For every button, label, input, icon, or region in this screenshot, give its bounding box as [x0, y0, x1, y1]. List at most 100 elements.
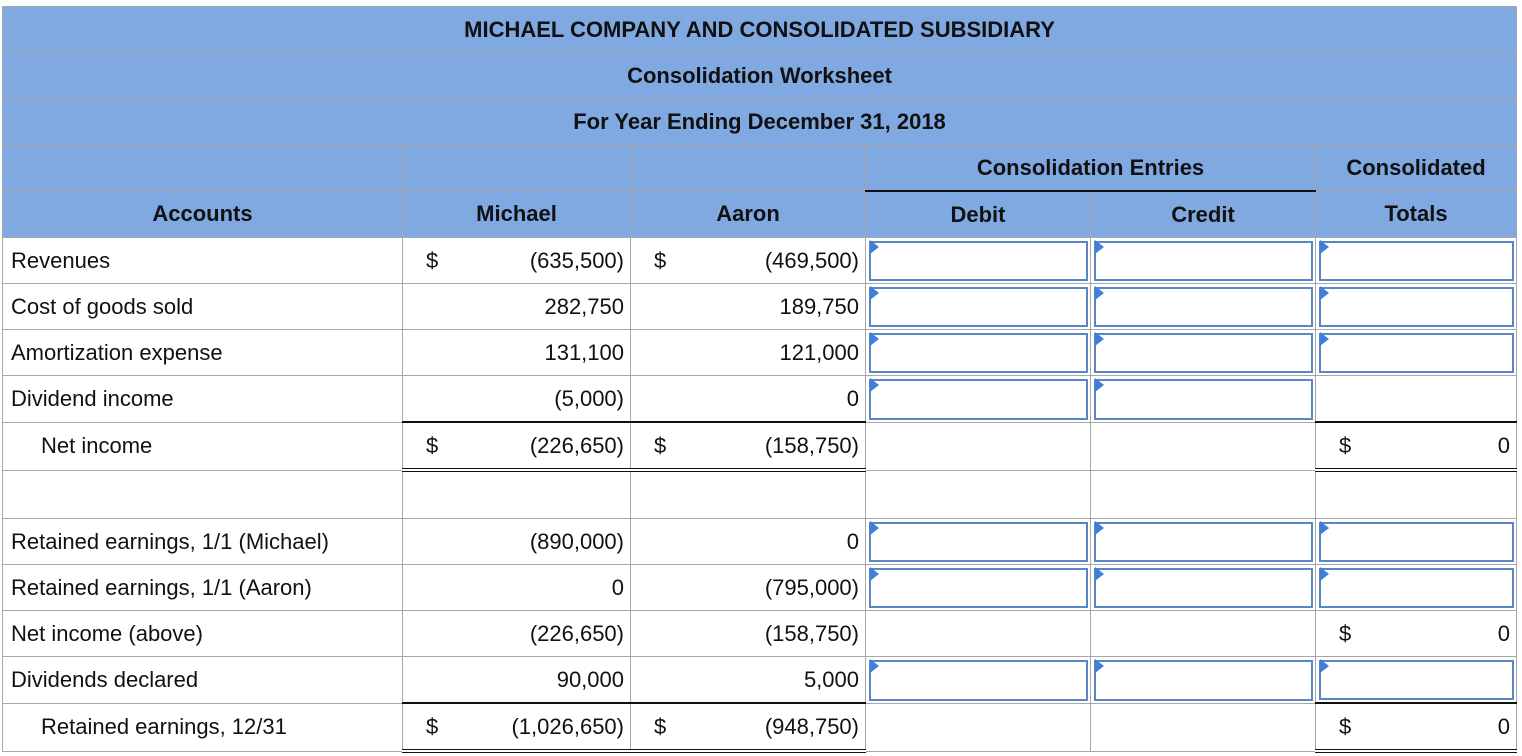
michael-value: 131,100	[402, 329, 631, 376]
dollar-sign: $	[654, 247, 667, 273]
credit-empty	[1090, 702, 1316, 752]
debit-empty	[865, 702, 1091, 752]
dropdown-marker-icon	[1320, 240, 1329, 254]
dropdown-marker-icon	[1320, 332, 1329, 346]
debit-input[interactable]	[865, 375, 1091, 423]
credit-empty	[1090, 421, 1316, 471]
dropdown-marker-icon	[870, 240, 879, 254]
michael-value: 0	[402, 564, 631, 611]
table-row: Dividends declared 90,000 5,000	[2, 656, 1518, 704]
aaron-value: (469,500)	[764, 247, 859, 273]
michael-value: (226,650)	[529, 432, 624, 458]
total-empty	[1314, 375, 1518, 423]
michael-cell: $ (635,500)	[402, 237, 631, 284]
debit-input[interactable]	[865, 656, 1091, 704]
table-row: Cost of goods sold 282,750 189,750	[2, 283, 1518, 330]
aaron-header: Aaron	[630, 190, 866, 238]
dropdown-marker-icon	[1095, 521, 1104, 535]
worksheet-title-row: Consolidation Worksheet	[1, 52, 1518, 99]
debit-header: Debit	[865, 190, 1091, 238]
row-label: Dividend income	[2, 375, 403, 423]
table-row: Retained earnings, 1/1 (Aaron) 0 (795,00…	[2, 564, 1518, 611]
dropdown-marker-icon	[1095, 286, 1104, 300]
total-input[interactable]	[1314, 564, 1518, 611]
credit-empty	[1090, 610, 1316, 657]
row-label: Revenues	[2, 237, 403, 284]
debit-empty	[865, 421, 1091, 471]
credit-input[interactable]	[1090, 329, 1316, 376]
michael-header: Michael	[402, 190, 631, 238]
consolidated-header: Consolidated	[1314, 144, 1518, 192]
total-input[interactable]	[1314, 518, 1518, 565]
dropdown-marker-icon	[1095, 240, 1104, 254]
dropdown-marker-icon	[1095, 659, 1104, 673]
row-label: Dividends declared	[2, 656, 403, 704]
aaron-value: 189,750	[630, 283, 866, 330]
credit-input[interactable]	[1090, 518, 1316, 565]
company-title: MICHAEL COMPANY AND CONSOLIDATED SUBSIDI…	[464, 16, 1055, 42]
debit-input[interactable]	[865, 237, 1091, 284]
aaron-value: 0	[630, 518, 866, 565]
total-cell: $0	[1314, 702, 1518, 753]
consolidation-worksheet: MICHAEL COMPANY AND CONSOLIDATED SUBSIDI…	[1, 6, 1518, 753]
dropdown-marker-icon	[1095, 567, 1104, 581]
dropdown-marker-icon	[870, 659, 879, 673]
row-label: Amortization expense	[2, 329, 403, 376]
spacer-row	[2, 469, 1518, 519]
row-label: Net income	[2, 421, 403, 471]
table-row: Revenues $ (635,500) $ (469,500)	[2, 237, 1518, 284]
title-row: MICHAEL COMPANY AND CONSOLIDATED SUBSIDI…	[1, 6, 1518, 53]
total-input[interactable]	[1314, 656, 1518, 704]
dropdown-marker-icon	[1320, 659, 1329, 673]
dropdown-marker-icon	[870, 378, 879, 392]
column-group-row: Consolidation Entries Consolidated	[2, 144, 1518, 192]
worksheet-title: Consolidation Worksheet	[627, 62, 892, 88]
credit-input[interactable]	[1090, 375, 1316, 423]
period-row: For Year Ending December 31, 2018	[1, 98, 1518, 145]
debit-input[interactable]	[865, 564, 1091, 611]
dropdown-marker-icon	[870, 332, 879, 346]
aaron-value: (158,750)	[630, 610, 866, 657]
dropdown-marker-icon	[1320, 567, 1329, 581]
aaron-value: (795,000)	[630, 564, 866, 611]
dropdown-marker-icon	[1320, 521, 1329, 535]
table-row: Amortization expense 131,100 121,000	[2, 329, 1518, 376]
dollar-sign: $	[426, 247, 439, 273]
row-label: Cost of goods sold	[2, 283, 403, 330]
total-value: 0	[1497, 713, 1511, 739]
debit-input[interactable]	[865, 329, 1091, 376]
row-label: Retained earnings, 1/1 (Aaron)	[2, 564, 403, 611]
total-input[interactable]	[1314, 283, 1518, 330]
aaron-value: 5,000	[630, 656, 866, 704]
totals-header: Totals	[1314, 190, 1518, 238]
aaron-cell: $ (469,500)	[630, 237, 866, 284]
dollar-sign: $	[654, 713, 667, 739]
credit-input[interactable]	[1090, 564, 1316, 611]
aaron-cell: $ (158,750)	[630, 421, 866, 472]
dropdown-marker-icon	[1095, 378, 1104, 392]
row-label: Retained earnings, 1/1 (Michael)	[2, 518, 403, 565]
dropdown-marker-icon	[870, 521, 879, 535]
aaron-value: 121,000	[630, 329, 866, 376]
total-input[interactable]	[1314, 237, 1518, 284]
michael-value: (226,650)	[402, 610, 631, 657]
dollar-sign: $	[654, 432, 667, 458]
credit-input[interactable]	[1090, 283, 1316, 330]
credit-input[interactable]	[1090, 656, 1316, 704]
michael-value: (1,026,650)	[511, 713, 624, 739]
credit-input[interactable]	[1090, 237, 1316, 284]
credit-header: Credit	[1090, 190, 1316, 238]
dollar-sign: $	[1339, 713, 1352, 739]
dollar-sign: $	[1339, 620, 1352, 646]
debit-input[interactable]	[865, 518, 1091, 565]
row-label: Retained earnings, 12/31	[2, 702, 403, 752]
period-title: For Year Ending December 31, 2018	[573, 108, 946, 134]
michael-value: (635,500)	[529, 247, 624, 273]
aaron-value: 0	[630, 375, 866, 423]
table-row: Net income (above) (226,650) (158,750) $…	[2, 610, 1518, 657]
table-row: Dividend income (5,000) 0	[2, 375, 1518, 423]
table-row: Net income $ (226,650) $ (158,750) $0	[2, 421, 1518, 472]
table-row: Retained earnings, 12/31 $ (1,026,650) $ (…	[2, 702, 1518, 753]
total-input[interactable]	[1314, 329, 1518, 376]
debit-input[interactable]	[865, 283, 1091, 330]
